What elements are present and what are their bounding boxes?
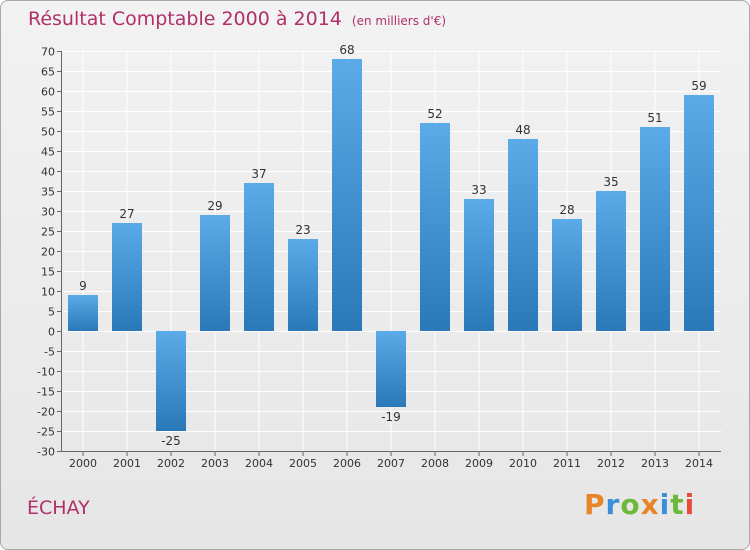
data-label: 68 bbox=[339, 43, 354, 57]
proxiti-logo: Proxiti bbox=[584, 488, 695, 521]
bar bbox=[112, 223, 142, 331]
logo-letter: i bbox=[684, 488, 696, 521]
y-tick-label: 25 bbox=[41, 226, 55, 239]
bar bbox=[464, 199, 494, 331]
y-tick-label: 15 bbox=[41, 266, 55, 279]
y-tick-label: 65 bbox=[41, 66, 55, 79]
logo-letter: i bbox=[659, 488, 671, 521]
x-tick-label: 2009 bbox=[465, 457, 493, 470]
bar bbox=[200, 215, 230, 331]
y-tick-label: 55 bbox=[41, 106, 55, 119]
bar bbox=[684, 95, 714, 331]
place-name: ÉCHAY bbox=[27, 497, 90, 519]
logo-letter: t bbox=[670, 488, 685, 521]
x-tick-label: 2013 bbox=[641, 457, 669, 470]
y-tick-label: 0 bbox=[48, 326, 55, 339]
data-label: 51 bbox=[647, 111, 662, 125]
data-label: 9 bbox=[79, 279, 87, 293]
y-tick-label: 10 bbox=[41, 286, 55, 299]
x-tick-label: 2000 bbox=[69, 457, 97, 470]
x-tick-label: 2010 bbox=[509, 457, 537, 470]
bars bbox=[68, 59, 714, 431]
y-tick-label: -30 bbox=[37, 446, 55, 459]
logo-letter: r bbox=[605, 488, 621, 521]
x-tick-label: 2012 bbox=[597, 457, 625, 470]
y-tick-label: -25 bbox=[37, 426, 55, 439]
logo-letter: o bbox=[620, 488, 641, 521]
bar bbox=[376, 331, 406, 407]
logo-letter: x bbox=[640, 488, 660, 521]
bar bbox=[156, 331, 186, 431]
y-tick-label: 20 bbox=[41, 246, 55, 259]
bar bbox=[420, 123, 450, 331]
data-label: 27 bbox=[119, 207, 134, 221]
y-tick-label: -15 bbox=[37, 386, 55, 399]
bar bbox=[508, 139, 538, 331]
x-tick-label: 2002 bbox=[157, 457, 185, 470]
bar bbox=[552, 219, 582, 331]
x-tick-label: 2005 bbox=[289, 457, 317, 470]
x-tick-label: 2001 bbox=[113, 457, 141, 470]
x-tick-label: 2003 bbox=[201, 457, 229, 470]
data-labels: 9 27 -25 29 37 23 68 -19 52 33 48 28 35 51 59 bbox=[79, 43, 706, 448]
y-tick-label: 45 bbox=[41, 146, 55, 159]
data-label: 35 bbox=[603, 175, 618, 189]
y-tick-label: 30 bbox=[41, 206, 55, 219]
y-tick-label: 70 bbox=[41, 46, 55, 59]
data-label: 28 bbox=[559, 203, 574, 217]
data-label: -25 bbox=[161, 434, 181, 448]
y-tick-label: 35 bbox=[41, 186, 55, 199]
bar bbox=[332, 59, 362, 331]
chart-title-text: Résultat Comptable 2000 à 2014 bbox=[28, 8, 342, 30]
bar bbox=[68, 295, 98, 331]
y-tick-label: 40 bbox=[41, 166, 55, 179]
x-tick-label: 2014 bbox=[685, 457, 713, 470]
x-tick-label: 2011 bbox=[553, 457, 581, 470]
x-tick-label: 2006 bbox=[333, 457, 361, 470]
bar bbox=[640, 127, 670, 331]
data-label: 29 bbox=[207, 199, 222, 213]
x-tick-label: 2007 bbox=[377, 457, 405, 470]
x-tick-label: 2004 bbox=[245, 457, 273, 470]
chart-title: Résultat Comptable 2000 à 2014 (en millie… bbox=[28, 8, 446, 30]
bar bbox=[244, 183, 274, 331]
data-label: 33 bbox=[471, 183, 486, 197]
y-tick-label: 60 bbox=[41, 86, 55, 99]
axes: 7065605550454035302520151050-5-10-15-20-… bbox=[37, 46, 721, 470]
y-tick-label: -5 bbox=[44, 346, 55, 359]
data-label: 23 bbox=[295, 223, 310, 237]
bar bbox=[288, 239, 318, 331]
x-tick-label: 2008 bbox=[421, 457, 449, 470]
chart-subtitle: (en milliers d'€) bbox=[351, 14, 447, 28]
y-tick-label: 50 bbox=[41, 126, 55, 139]
y-tick-label: -20 bbox=[37, 406, 55, 419]
bar bbox=[596, 191, 626, 331]
data-label: 37 bbox=[251, 167, 266, 181]
data-label: 59 bbox=[691, 79, 706, 93]
data-label: 48 bbox=[515, 123, 530, 137]
data-label: -19 bbox=[381, 410, 401, 424]
y-tick-label: 5 bbox=[48, 306, 55, 319]
logo-letter: P bbox=[584, 488, 606, 521]
y-tick-label: -10 bbox=[37, 366, 55, 379]
data-label: 52 bbox=[427, 107, 442, 121]
